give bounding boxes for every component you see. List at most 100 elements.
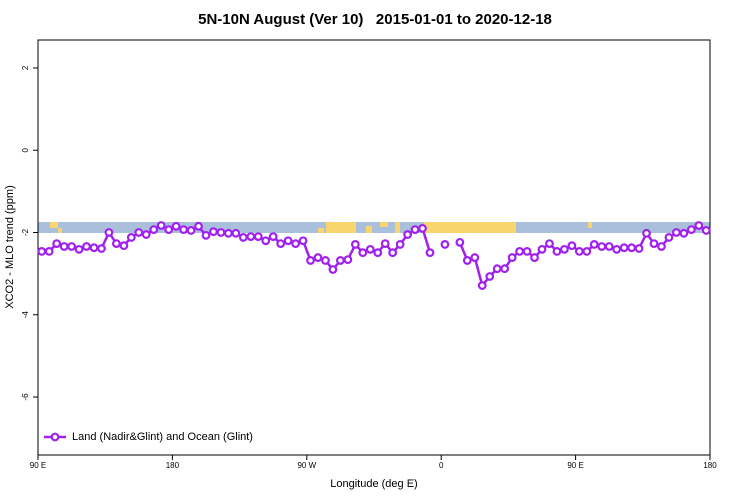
data-point: [156, 221, 166, 230]
data-point: [343, 255, 353, 265]
data-point: [141, 230, 151, 239]
chart-title: 5N-10N August (Ver 10) 2015-01-01 to 202…: [198, 11, 552, 28]
data-point: [612, 244, 622, 254]
data-point: [530, 253, 539, 262]
data-point: [388, 248, 398, 258]
data-point: [627, 243, 636, 253]
data-point: [97, 244, 106, 253]
data-point: [664, 233, 674, 242]
data-point: [171, 221, 181, 231]
data-point: [238, 233, 248, 242]
data-point: [649, 239, 659, 248]
data-point: [201, 230, 211, 240]
data-point: [619, 243, 629, 253]
land-ocean-strip: [38, 222, 710, 233]
data-point: [119, 241, 129, 251]
y-tick-label: -4: [21, 311, 30, 319]
data-point: [507, 253, 517, 262]
legend-label: Land (Nadir&Glint) and Ocean (Glint): [72, 431, 253, 443]
data-point: [134, 228, 144, 237]
data-point: [686, 225, 696, 235]
data-point: [657, 242, 666, 251]
data-point: [350, 240, 360, 249]
data-point: [246, 232, 256, 242]
data-point: [373, 248, 383, 258]
data-point: [485, 272, 495, 281]
data-point: [59, 242, 69, 251]
y-tick-label: -2: [21, 228, 30, 236]
data-point: [560, 244, 569, 254]
data-point: [268, 232, 278, 242]
data-point: [126, 233, 136, 242]
data-point: [604, 242, 614, 251]
data-point: [418, 223, 427, 233]
data-point: [395, 240, 405, 249]
data-point: [545, 239, 554, 248]
data-point: [261, 236, 271, 246]
data-point: [500, 264, 510, 274]
data-point: [336, 256, 345, 265]
y-axis-label: XCO2 - MLO trend (ppm): [4, 185, 16, 308]
data-point: [44, 247, 54, 256]
data-point: [515, 247, 524, 256]
data-point: [492, 264, 502, 274]
data-point: [216, 228, 226, 237]
data-point: [537, 244, 547, 254]
data-point: [52, 239, 62, 248]
data-point: [552, 247, 562, 256]
data-point: [82, 242, 91, 251]
data-point: [440, 240, 450, 249]
data-point: [223, 228, 233, 238]
x-tick-label: 90 E: [567, 461, 583, 470]
data-point: [455, 237, 465, 247]
data-point: [283, 236, 293, 246]
data-point: [701, 226, 711, 235]
data-point: [410, 225, 420, 235]
x-tick-label: 0: [439, 461, 444, 470]
data-point: [104, 228, 114, 237]
y-tick-label: -6: [21, 393, 30, 401]
data-point: [313, 253, 323, 262]
data-point: [462, 256, 472, 265]
data-point: [582, 247, 592, 256]
data-point: [597, 242, 607, 251]
data-point: [306, 256, 315, 265]
data-point: [522, 247, 532, 256]
y-tick-label: 2: [21, 65, 30, 70]
data-point: [67, 242, 76, 251]
data-point: [37, 247, 47, 256]
data-point: [672, 228, 681, 237]
data-point: [679, 228, 689, 238]
y-tick-label: 0: [21, 147, 30, 152]
data-point: [574, 247, 584, 256]
plot-frame: [37, 39, 711, 456]
x-tick-label: 90 E: [30, 461, 46, 470]
data-point: [209, 227, 218, 237]
data-point: [470, 253, 480, 262]
x-tick-label: 90 W: [297, 461, 316, 470]
data-point: [403, 230, 413, 239]
data-point: [589, 240, 599, 249]
x-axis-label: Longitude (deg E): [330, 478, 417, 490]
data-point: [358, 248, 368, 258]
data-point: [179, 225, 189, 235]
data-point: [89, 243, 99, 253]
data-point: [567, 241, 577, 251]
data-point: [321, 256, 330, 265]
data-point: [380, 239, 390, 248]
x-tick-label: 180: [703, 461, 717, 470]
data-point: [634, 244, 644, 253]
x-tick-label: 180: [166, 461, 180, 470]
data-point: [194, 221, 203, 231]
data-point: [694, 221, 704, 230]
data-point: [111, 239, 121, 248]
data-point: [164, 225, 174, 235]
data-point: [425, 248, 435, 258]
data-point: [365, 244, 375, 254]
legend-marker: [50, 432, 60, 442]
data-point: [477, 281, 487, 290]
data-point: [231, 228, 241, 238]
data-point: [74, 244, 84, 254]
data-point: [291, 239, 301, 248]
